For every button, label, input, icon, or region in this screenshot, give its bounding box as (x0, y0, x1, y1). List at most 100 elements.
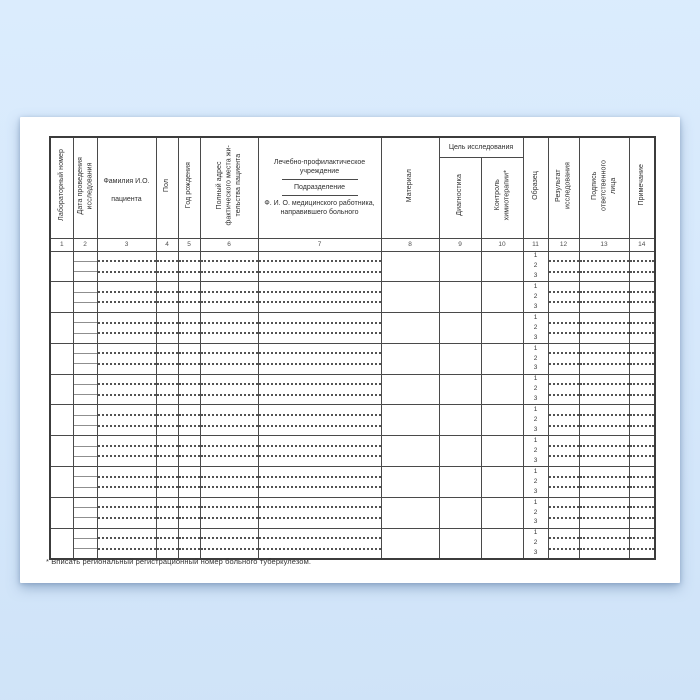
dotted-writing-line (200, 313, 258, 324)
dotted-writing-line (178, 405, 200, 417)
subcell-stack (73, 344, 97, 374)
cell-col-9 (438, 404, 482, 437)
dotted-writing-line (579, 529, 629, 540)
subcell-stack (258, 467, 381, 497)
date-subcell (73, 385, 97, 396)
dotted-writing-line (97, 324, 156, 335)
cell-col-4 (155, 373, 179, 406)
col-header-signature: Подпись ответственного лица (578, 136, 630, 239)
cell-col-7 (257, 496, 382, 529)
date-subcell (74, 426, 97, 435)
subcell-stack (548, 252, 579, 282)
register-row-group: 1 2 3 (49, 312, 656, 344)
subcell-stack (178, 282, 200, 312)
dotted-writing-line (258, 529, 381, 540)
dotted-writing-line (259, 488, 381, 497)
dotted-writing-line (98, 334, 156, 343)
sample-number: 2 (533, 385, 538, 393)
subcell-stack (579, 344, 629, 374)
col-header-address-label: Полный адрес фактического места жи- тель… (215, 144, 242, 226)
col-header-facility: Лечебно-профилактическое учреждение Подр… (257, 136, 382, 239)
dotted-writing-line (200, 539, 258, 550)
dotted-writing-line (201, 365, 258, 374)
cell-col-11: 1 2 3 (522, 342, 549, 375)
sample-number: 3 (533, 364, 538, 372)
dotted-writing-line (156, 313, 178, 324)
col-header-date-label: Дата проведения исследования (76, 156, 93, 214)
cell-col-14 (628, 404, 656, 437)
dotted-writing-line (156, 539, 178, 550)
cell-col-12 (547, 466, 580, 498)
date-subcell (74, 457, 97, 466)
subcell-stack (629, 252, 655, 282)
register-row-group: 1 2 3 (49, 435, 656, 468)
dotted-writing-line (629, 252, 655, 263)
dotted-writing-line (548, 375, 579, 386)
date-subcell (73, 323, 97, 334)
dotted-writing-line (548, 324, 579, 335)
cell-col-5 (177, 404, 201, 437)
cell-col-4 (155, 312, 179, 344)
cell-col-8 (380, 373, 440, 406)
dotted-writing-line (97, 385, 156, 396)
subcell-stack (156, 252, 178, 282)
column-number: 3 (96, 237, 157, 252)
subcell-stack (200, 313, 258, 343)
cell-col-2 (72, 342, 98, 375)
cell-col-8 (380, 466, 440, 498)
cell-col-13 (578, 250, 630, 283)
cell-col-11: 1 2 3 (522, 466, 549, 498)
date-subcell (73, 282, 97, 293)
date-subcell (74, 395, 97, 404)
cell-col-4 (155, 250, 179, 283)
dotted-writing-line (179, 488, 200, 497)
subcell-stack (258, 282, 381, 312)
cell-col-14 (628, 527, 656, 560)
dotted-writing-line (548, 354, 579, 366)
dotted-writing-line (200, 252, 258, 263)
dotted-writing-line (156, 385, 178, 396)
dotted-writing-line (97, 354, 156, 366)
subcell-stack (73, 282, 97, 312)
subcell-stack (73, 498, 97, 528)
dotted-writing-line (629, 405, 655, 417)
subcell-stack (548, 436, 579, 466)
subcell-stack (579, 467, 629, 497)
sample-number: 1 (533, 252, 538, 260)
cell-col-1 (49, 435, 74, 468)
dotted-writing-line (156, 293, 178, 304)
cell-col-6 (199, 496, 259, 529)
dotted-writing-line (549, 303, 579, 312)
subcell-stack (97, 467, 156, 497)
subcell-stack (156, 405, 178, 435)
column-number: 8 (380, 237, 440, 252)
dotted-writing-line (97, 313, 156, 324)
dotted-writing-line (259, 396, 381, 405)
dotted-writing-line (629, 375, 655, 386)
dotted-writing-line (200, 467, 258, 478)
cell-col-4 (155, 435, 179, 468)
dotted-writing-line (258, 262, 381, 273)
cell-col-5 (177, 342, 201, 375)
cell-col-12 (547, 250, 580, 283)
cell-col-12 (547, 373, 580, 406)
subcell-stack (548, 282, 579, 312)
cell-col-1 (49, 527, 74, 560)
dotted-writing-line (258, 252, 381, 263)
date-subcell (73, 539, 97, 550)
cell-col-9 (438, 373, 482, 406)
cell-col-3 (96, 466, 157, 498)
dotted-writing-line (258, 354, 381, 366)
dotted-writing-line (548, 508, 579, 520)
cell-col-13 (578, 435, 630, 468)
dotted-writing-line (579, 447, 629, 458)
date-subcell (74, 334, 97, 343)
dotted-writing-line (629, 416, 655, 427)
date-subcell (73, 467, 97, 478)
dotted-writing-line (549, 519, 579, 528)
col-header-birth-year: Год рождения (177, 136, 201, 239)
cell-col-10 (480, 527, 524, 560)
column-number: 4 (155, 237, 179, 252)
